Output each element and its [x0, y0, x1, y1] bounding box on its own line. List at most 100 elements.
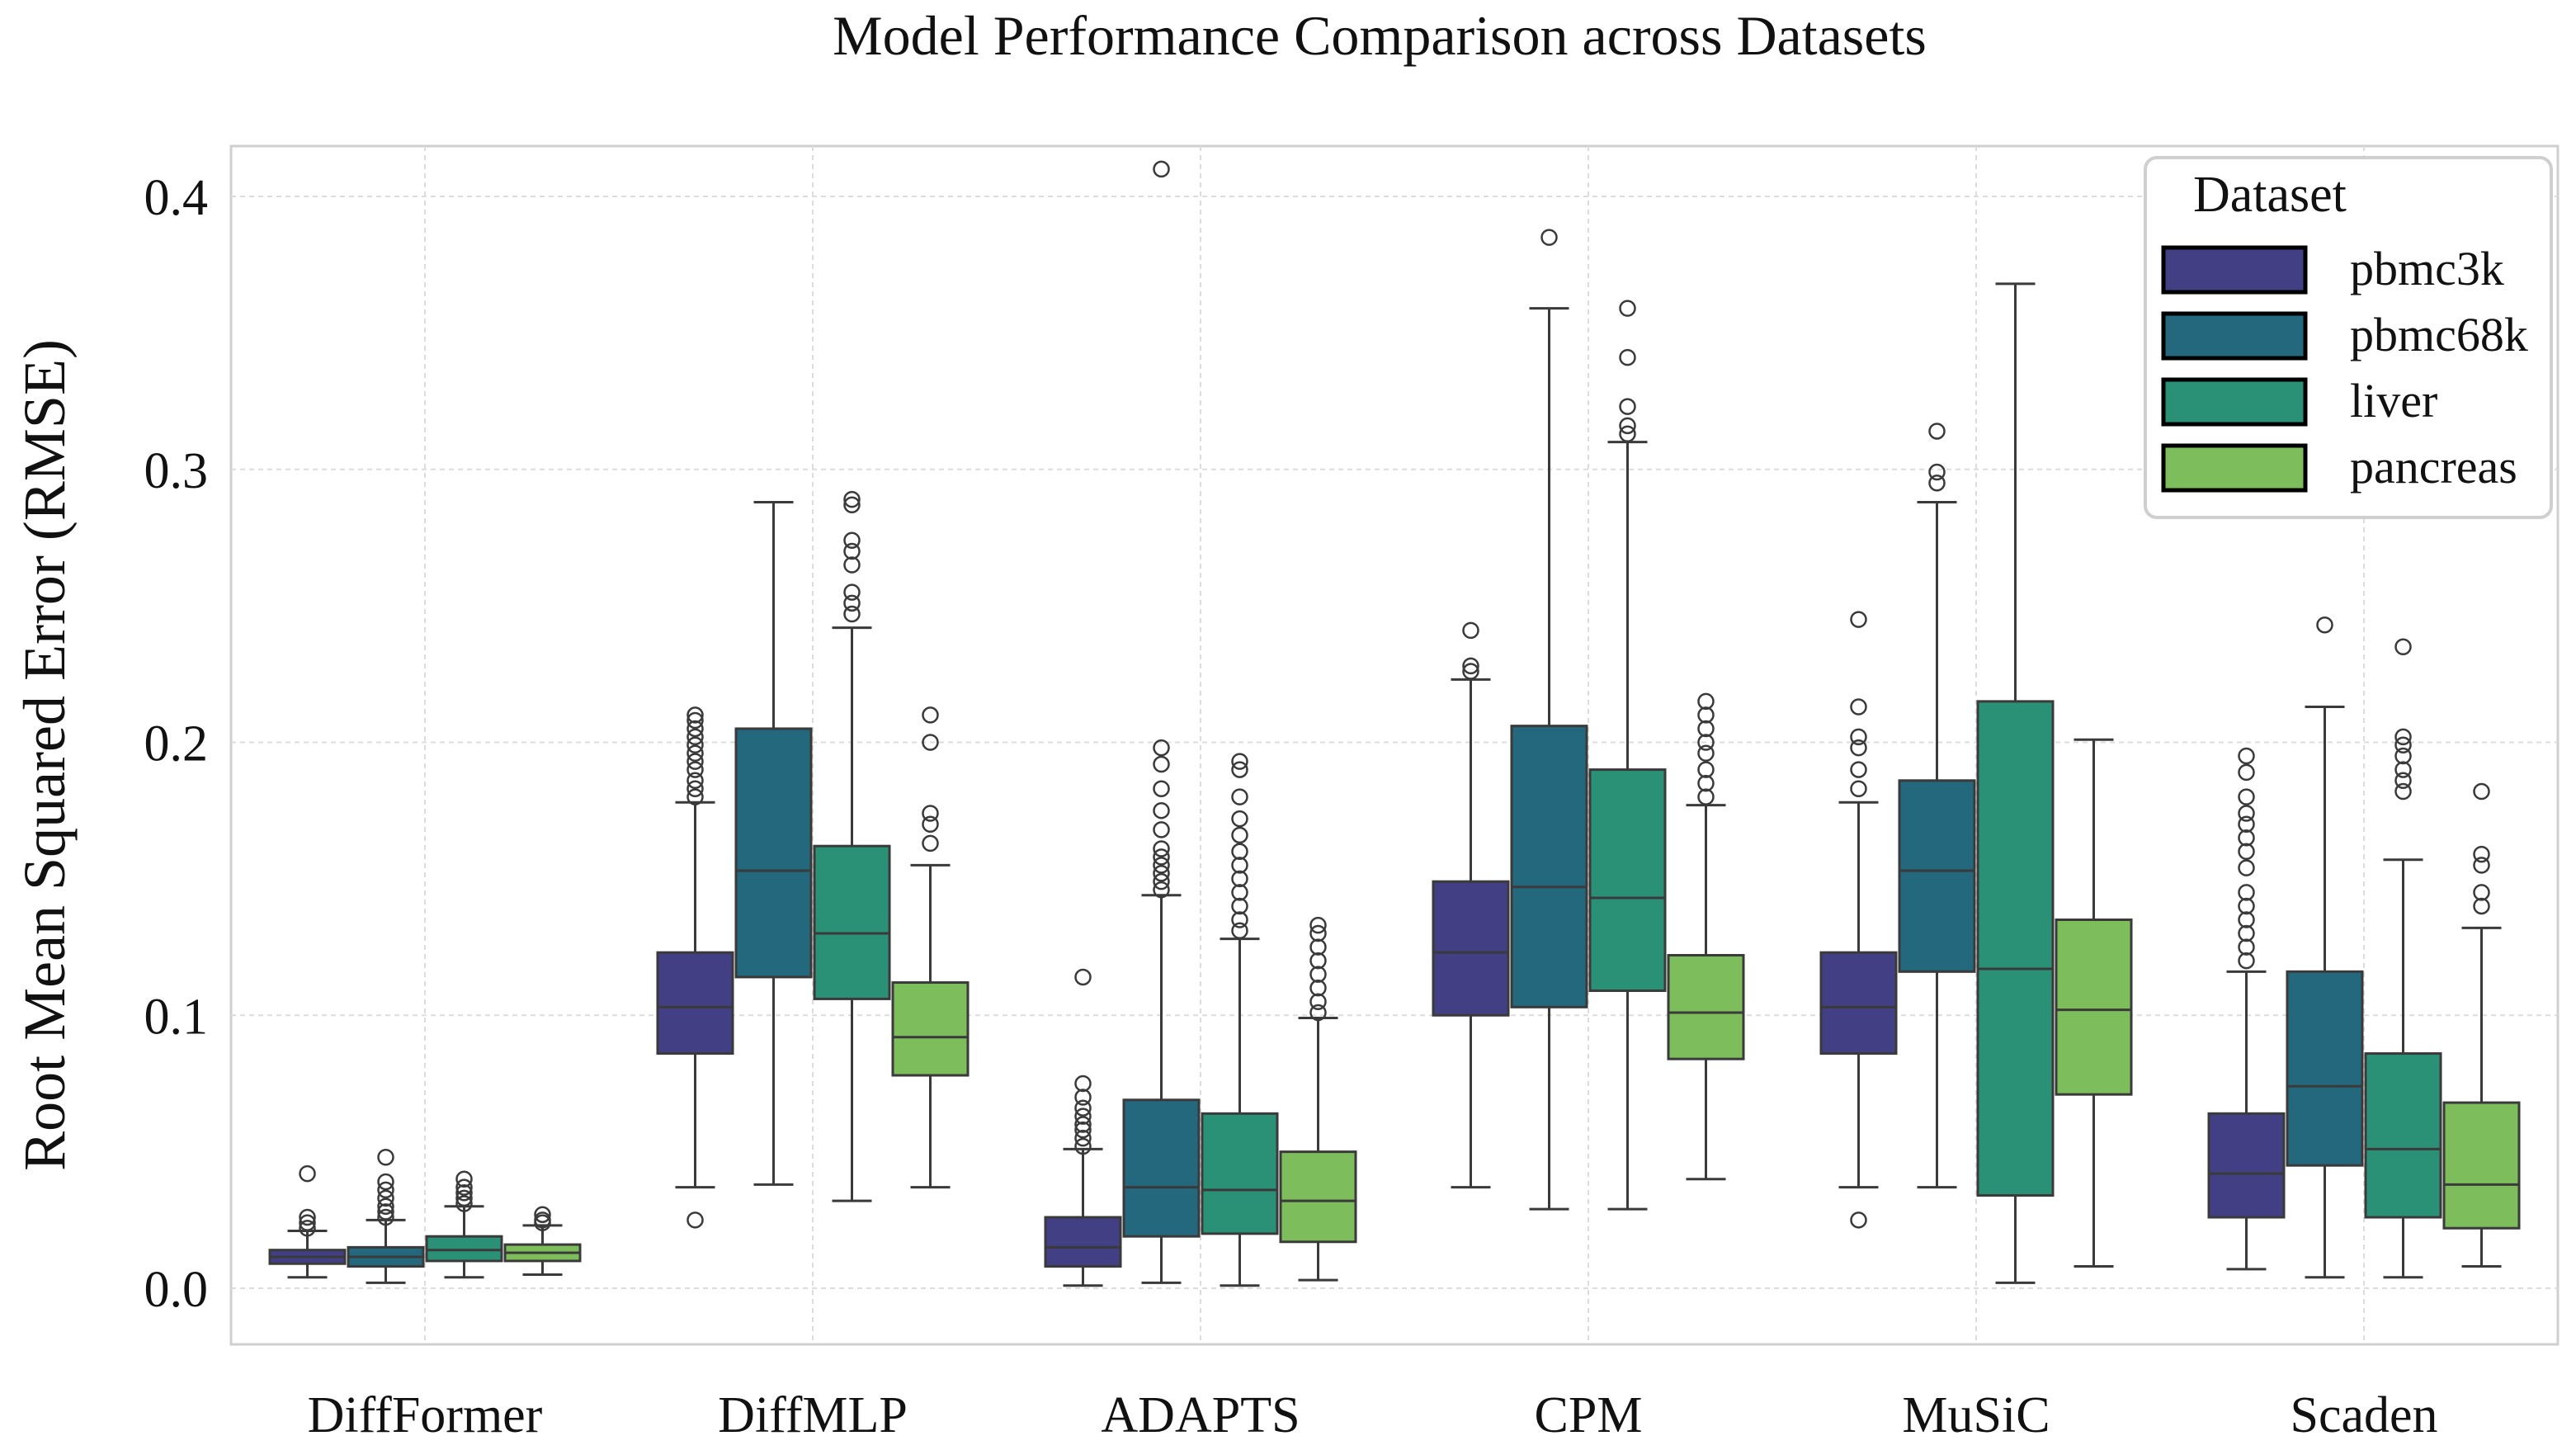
outlier-point	[377, 1181, 394, 1199]
outlier-point	[1231, 884, 1248, 901]
outlier-point	[1928, 475, 1946, 492]
box-pbmc3k-DiffMLP	[656, 706, 734, 1229]
outlier-point	[1309, 952, 1327, 970]
y-axis-label: Root Mean Squared Error (RMSE)	[12, 339, 78, 1171]
box-pbmc68k-DiffMLP	[734, 500, 813, 1186]
box-liver-CPM	[1588, 300, 1667, 1211]
box-liver-DiffFormer	[425, 1170, 503, 1279]
outlier-point	[1153, 821, 1170, 838]
legend: Dataset pbmc3k pbmc68k liver pancreas	[2144, 156, 2553, 519]
outlier-point	[1697, 744, 1715, 762]
outlier-point	[922, 734, 939, 751]
outlier-point	[2238, 843, 2255, 861]
outlier-point	[1850, 739, 1867, 757]
outlier-point	[455, 1195, 473, 1212]
outlier-point	[1231, 810, 1248, 828]
series-pbmc3k	[268, 611, 2286, 1287]
iqr-box	[1667, 953, 1745, 1060]
outlier-point	[686, 736, 704, 754]
outlier-point	[2238, 829, 2255, 847]
outlier-point	[1153, 780, 1170, 797]
outlier-point	[455, 1183, 473, 1202]
outlier-point	[2238, 924, 2255, 942]
x-tick-label: CPM	[1535, 1387, 1643, 1443]
outlier-point	[686, 772, 704, 790]
outlier-point	[922, 706, 939, 724]
outlier-point	[377, 1189, 394, 1207]
y-tick-label: 0.0	[144, 1262, 209, 1318]
box-pancreas-DiffMLP	[891, 706, 970, 1189]
iqr-box	[1279, 1150, 1357, 1244]
outlier-point	[1231, 911, 1248, 928]
box-pbmc3k-DiffFormer	[268, 1164, 347, 1279]
iqr-box	[891, 981, 970, 1077]
outlier-point	[2473, 845, 2490, 863]
outlier-point	[1462, 621, 1479, 640]
outlier-point	[843, 490, 861, 508]
outlier-point	[686, 744, 704, 762]
outlier-point	[1697, 761, 1715, 778]
outlier-point	[1850, 728, 1867, 746]
box-pancreas-MuSiC	[2055, 738, 2133, 1268]
outlier-point	[2394, 638, 2412, 655]
iqr-box	[2286, 970, 2364, 1167]
legend-swatch	[2161, 311, 2308, 361]
outlier-point	[1462, 657, 1479, 675]
outlier-point	[2394, 772, 2412, 790]
outlier-point	[534, 1211, 551, 1229]
outlier-point	[1153, 755, 1170, 773]
outlier-point	[1309, 924, 1327, 942]
box-pbmc68k-Scaden	[2286, 616, 2364, 1279]
outlier-point	[1074, 1116, 1092, 1133]
series-liver	[425, 282, 2442, 1287]
outlier-point	[1153, 848, 1170, 866]
outlier-point	[686, 720, 704, 738]
outlier-point	[377, 1197, 394, 1216]
outlier-point	[686, 780, 704, 797]
outlier-point	[1619, 425, 1636, 443]
x-tick-label: MuSiC	[1902, 1387, 2050, 1443]
outlier-point	[2238, 911, 2255, 928]
outlier-point	[1231, 826, 1248, 844]
legend-item-pbmc68k: pbmc68k	[2161, 308, 2528, 361]
outlier-point	[2473, 884, 2490, 901]
x-tick-label: DiffMLP	[718, 1387, 908, 1443]
outlier-point	[1153, 840, 1170, 857]
outlier-point	[1153, 801, 1170, 819]
outlier-point	[2238, 952, 2255, 970]
outlier-point	[299, 1164, 316, 1183]
outlier-point	[2394, 782, 2412, 801]
x-tick-label: Scaden	[2290, 1387, 2437, 1443]
outlier-point	[1540, 229, 1558, 246]
outlier-point	[686, 753, 704, 770]
box-liver-Scaden	[2364, 638, 2442, 1279]
box-pbmc68k-ADAPTS	[1122, 160, 1201, 1284]
outlier-point	[1309, 966, 1327, 983]
outlier-point	[1153, 865, 1170, 882]
iqr-box	[425, 1235, 503, 1263]
outlier-point	[2238, 897, 2255, 915]
outlier-point	[1697, 706, 1715, 724]
outlier-point	[922, 815, 939, 833]
outlier-point	[1231, 761, 1248, 778]
outlier-point	[1231, 922, 1248, 939]
y-tick-label: 0.4	[144, 170, 209, 226]
outlier-point	[1309, 916, 1327, 934]
outlier-point	[1153, 160, 1170, 178]
outlier-point	[1697, 692, 1715, 711]
y-tick-label: 0.3	[144, 443, 209, 499]
outlier-point	[1697, 774, 1715, 792]
box-series	[268, 160, 2521, 1287]
outlier-point	[1231, 857, 1248, 874]
outlier-point	[1153, 881, 1170, 899]
box-pancreas-DiffFormer	[503, 1206, 582, 1276]
outlier-point	[377, 1208, 394, 1226]
outlier-point	[1074, 1129, 1092, 1147]
outlier-point	[455, 1189, 473, 1207]
iqr-box	[1044, 1216, 1122, 1268]
outlier-point	[2473, 857, 2490, 874]
outlier-point	[377, 1203, 394, 1221]
iqr-box	[1976, 700, 2055, 1197]
outlier-point	[1074, 1099, 1092, 1117]
iqr-box	[656, 951, 734, 1056]
